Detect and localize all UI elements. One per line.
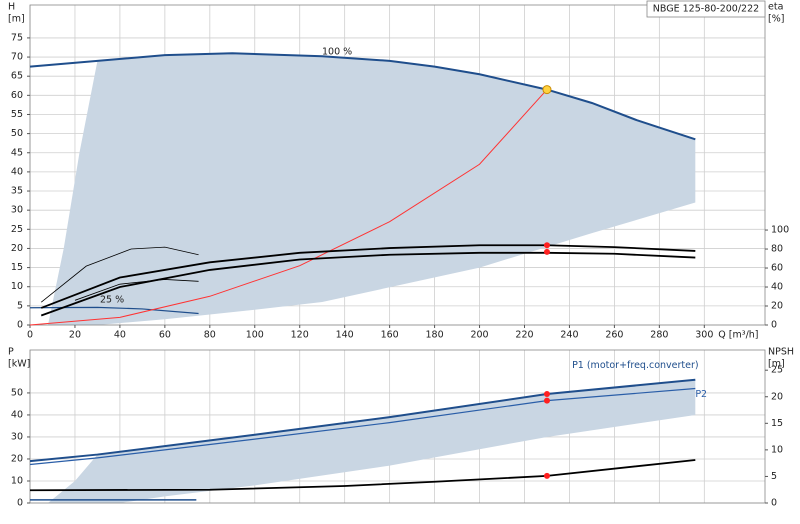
x-tick-label: 200 bbox=[470, 330, 488, 341]
curve-label: P1 (motor+freq.converter) bbox=[572, 360, 699, 371]
x-tick-label: 220 bbox=[515, 330, 533, 341]
y2-axis-label: [%] bbox=[768, 14, 784, 25]
duty-point bbox=[543, 248, 550, 255]
curve bbox=[29, 378, 696, 463]
curve bbox=[40, 244, 696, 309]
y-tick-label: 45 bbox=[11, 147, 23, 158]
y2-axis-label: NPSH bbox=[768, 347, 794, 358]
x-tick-label: 180 bbox=[426, 330, 444, 341]
x-tick-label: 140 bbox=[336, 330, 354, 341]
y2-tick-label: 20 bbox=[771, 301, 783, 312]
curve bbox=[29, 387, 696, 466]
y2-tick-label: 60 bbox=[771, 263, 783, 274]
y-tick-label: 25 bbox=[11, 224, 23, 235]
y-tick-label: 75 bbox=[11, 32, 23, 43]
x-tick-label: 20 bbox=[69, 330, 81, 341]
y-tick-label: 5 bbox=[17, 300, 23, 311]
y-tick-label: 0 bbox=[17, 320, 23, 331]
y-tick-label: 30 bbox=[11, 205, 23, 216]
annotation: 25 % bbox=[100, 295, 124, 306]
duty-point bbox=[543, 472, 550, 479]
operating-range bbox=[47, 53, 696, 325]
duty-point bbox=[543, 242, 550, 249]
y2-axis-label: [m] bbox=[768, 359, 785, 370]
y-tick-label: 70 bbox=[11, 52, 23, 63]
x-tick-label: 40 bbox=[114, 330, 126, 341]
y-axis-label: H bbox=[8, 2, 15, 13]
y2-tick-label: 5 bbox=[771, 471, 777, 482]
x-tick-label: 280 bbox=[650, 330, 668, 341]
y2-tick-label: 80 bbox=[771, 244, 783, 255]
x-tick-label: 300 bbox=[695, 330, 713, 341]
y2-tick-label: 25 bbox=[771, 365, 783, 376]
x-tick-label: 160 bbox=[381, 330, 399, 341]
y2-tick-label: 0 bbox=[771, 498, 777, 509]
curve bbox=[29, 89, 548, 326]
x-tick-label: 0 bbox=[27, 330, 33, 341]
y-axis-label: [m] bbox=[8, 14, 25, 25]
annotation: 100 % bbox=[322, 47, 352, 58]
y-tick-label: 35 bbox=[11, 186, 23, 197]
y-axis-label: [kW] bbox=[8, 359, 30, 370]
y2-tick-label: 20 bbox=[771, 391, 783, 402]
y2-tick-label: 10 bbox=[771, 444, 783, 455]
y-tick-label: 40 bbox=[11, 409, 23, 420]
y-tick-label: 40 bbox=[11, 166, 23, 177]
y2-tick-label: 40 bbox=[771, 282, 783, 293]
plot-frame bbox=[29, 349, 766, 504]
y2-tick-label: 0 bbox=[771, 320, 777, 331]
x-tick-label: 240 bbox=[560, 330, 578, 341]
y-tick-label: 50 bbox=[11, 128, 23, 139]
y-tick-label: 20 bbox=[11, 243, 23, 254]
duty-point bbox=[543, 391, 550, 398]
y-tick-label: 65 bbox=[11, 71, 23, 82]
x-tick-label: 260 bbox=[605, 330, 623, 341]
duty-point bbox=[543, 397, 550, 404]
y-axis-label: P bbox=[8, 347, 14, 358]
y2-axis-label: eta bbox=[768, 2, 783, 13]
chart-title: NBGE 125-80-200/222 bbox=[653, 4, 759, 15]
x-tick-label: 80 bbox=[204, 330, 216, 341]
curve bbox=[29, 52, 696, 141]
y2-tick-label: 15 bbox=[771, 418, 783, 429]
y-tick-label: 15 bbox=[11, 262, 23, 273]
y-tick-label: 60 bbox=[11, 90, 23, 101]
curve-label: P2 bbox=[695, 389, 707, 400]
y-tick-label: 50 bbox=[11, 387, 23, 398]
plot-frame bbox=[29, 4, 766, 326]
duty-point bbox=[542, 85, 552, 95]
curve bbox=[29, 459, 696, 492]
y-tick-label: 55 bbox=[11, 109, 23, 120]
y-tick-label: 0 bbox=[17, 498, 23, 509]
y-tick-label: 30 bbox=[11, 431, 23, 442]
x-tick-label: 120 bbox=[291, 330, 309, 341]
y-tick-label: 20 bbox=[11, 453, 23, 464]
operating-range bbox=[47, 379, 696, 503]
curve bbox=[40, 246, 199, 303]
y-tick-label: 10 bbox=[11, 281, 23, 292]
x-axis-label: Q [m³/h] bbox=[718, 330, 758, 341]
y2-tick-label: 100 bbox=[771, 225, 789, 236]
curve bbox=[74, 279, 199, 301]
title-box bbox=[646, 0, 766, 18]
y-tick-label: 10 bbox=[11, 475, 23, 486]
x-tick-label: 60 bbox=[159, 330, 171, 341]
x-tick-label: 100 bbox=[246, 330, 264, 341]
